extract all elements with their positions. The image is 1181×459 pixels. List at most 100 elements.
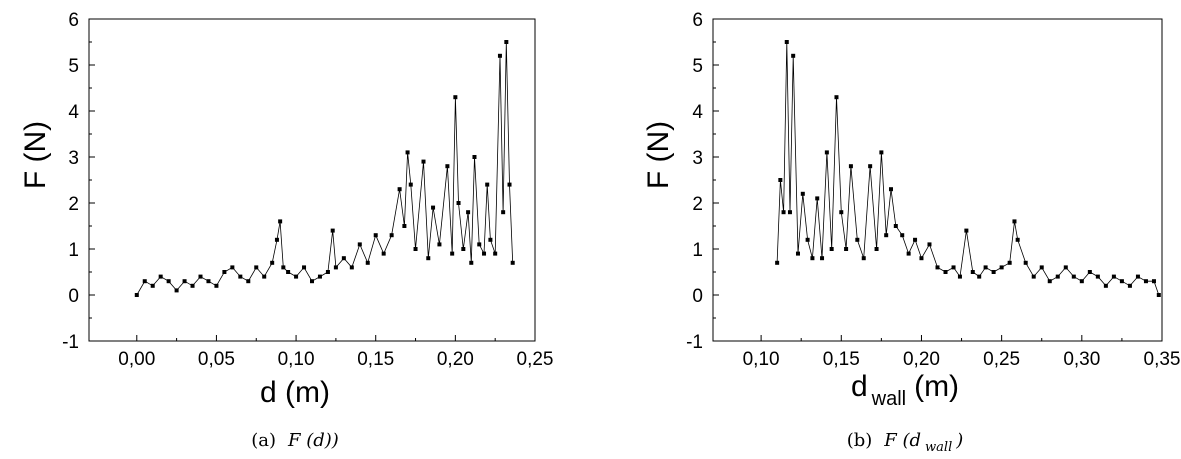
data-point [254,265,259,270]
data-point [805,237,810,242]
data-point [820,256,825,261]
data-point [893,224,898,228]
data-point [504,40,509,44]
data-point [262,274,267,279]
data-point [781,210,786,215]
series-a [134,40,515,297]
data-point [461,247,466,251]
data-point [795,251,800,256]
data-point [1055,274,1060,279]
data-point [1023,260,1028,265]
data-point [302,265,307,270]
x-tick-label: 0,20 [437,349,474,370]
data-point [951,265,956,270]
y-axis-label-b: F (N) [642,121,675,189]
data-point [278,219,283,224]
data-point [477,242,482,247]
data-point [317,274,322,279]
data-point [381,251,386,256]
data-point [943,270,948,274]
data-point [775,260,780,265]
x-tick-label: 0,35 [1144,349,1181,370]
y-tick-label: 0 [692,286,703,307]
x-tick-label: 0,10 [743,349,780,370]
data-point [493,251,498,256]
data-point [431,205,436,210]
y-tick-label: 2 [692,194,703,215]
data-point [1111,274,1116,279]
data-point [906,251,911,256]
data-point [405,150,410,155]
data-point [913,237,918,242]
data-point [1079,279,1084,284]
data-point [330,228,335,233]
data-point [325,270,330,274]
data-point [1156,293,1161,297]
x-tick-label: 0,15 [357,349,394,370]
data-point [286,270,291,274]
data-point [373,233,378,238]
data-point [174,288,179,293]
y-tick-label: 3 [68,148,79,169]
data-point [214,283,219,288]
plot-frame-a [88,18,536,342]
data-point [166,279,171,284]
data-point [421,159,426,164]
data-point [134,293,139,297]
ticks-b: 0,10 0,15 0,20 0,25 0,30 0,35 -1 0 1 2 3 4 5 6 [686,10,1180,370]
data-point [349,265,354,270]
data-point [861,256,866,261]
data-point [1087,270,1092,274]
data-point [488,237,493,242]
data-point [1135,274,1140,279]
data-point [281,265,286,270]
y-tick-label: -1 [62,332,79,353]
data-point [983,265,988,270]
x-tick-label: 0,15 [823,349,860,370]
x-axis-label-b-unit: (m) [914,370,959,403]
data-point [198,274,203,279]
y-tick-label: 4 [692,102,703,123]
data-point [274,237,279,242]
caption-b-sub: wall [925,440,952,455]
data-point [977,274,982,279]
y-tick-label: 2 [68,194,79,215]
caption-a-prefix: (a) [251,430,276,451]
y-tick-label: 6 [68,10,79,31]
data-point [472,155,477,159]
data-point [1007,260,1012,265]
data-point [466,210,471,215]
panel-b: 0,10 0,15 0,20 0,25 0,30 0,35 -1 0 1 2 3 4 5 6 d wall… [642,10,1180,455]
x-tick-label: 0,25 [983,349,1020,370]
data-point [784,40,789,44]
data-point [158,274,163,279]
caption-b-suffix: ) [955,430,963,451]
data-point [357,242,362,247]
data-point [333,265,338,270]
data-point [238,274,243,279]
data-point [408,182,413,187]
data-point [927,242,932,247]
x-tick-label: 0,05 [198,349,235,370]
y-tick-label: 1 [692,240,703,261]
data-point [456,201,461,205]
y-tick-label: 1 [68,240,79,261]
data-point [1063,265,1068,270]
data-point [848,164,853,169]
data-point [1127,283,1132,288]
data-point [413,247,418,251]
data-point [501,210,506,215]
data-point [1015,237,1020,242]
data-point [142,279,147,284]
y-tick-label: 6 [692,10,703,31]
caption-a-text: F (d)) [287,430,339,451]
data-point [1103,283,1108,288]
data-point [294,274,299,279]
data-point [1071,274,1076,279]
data-point [230,265,235,270]
data-point [829,247,834,251]
data-point [1119,279,1124,284]
caption-b-prefix: (b) [847,430,873,451]
data-point [397,187,402,192]
data-point [957,274,962,279]
